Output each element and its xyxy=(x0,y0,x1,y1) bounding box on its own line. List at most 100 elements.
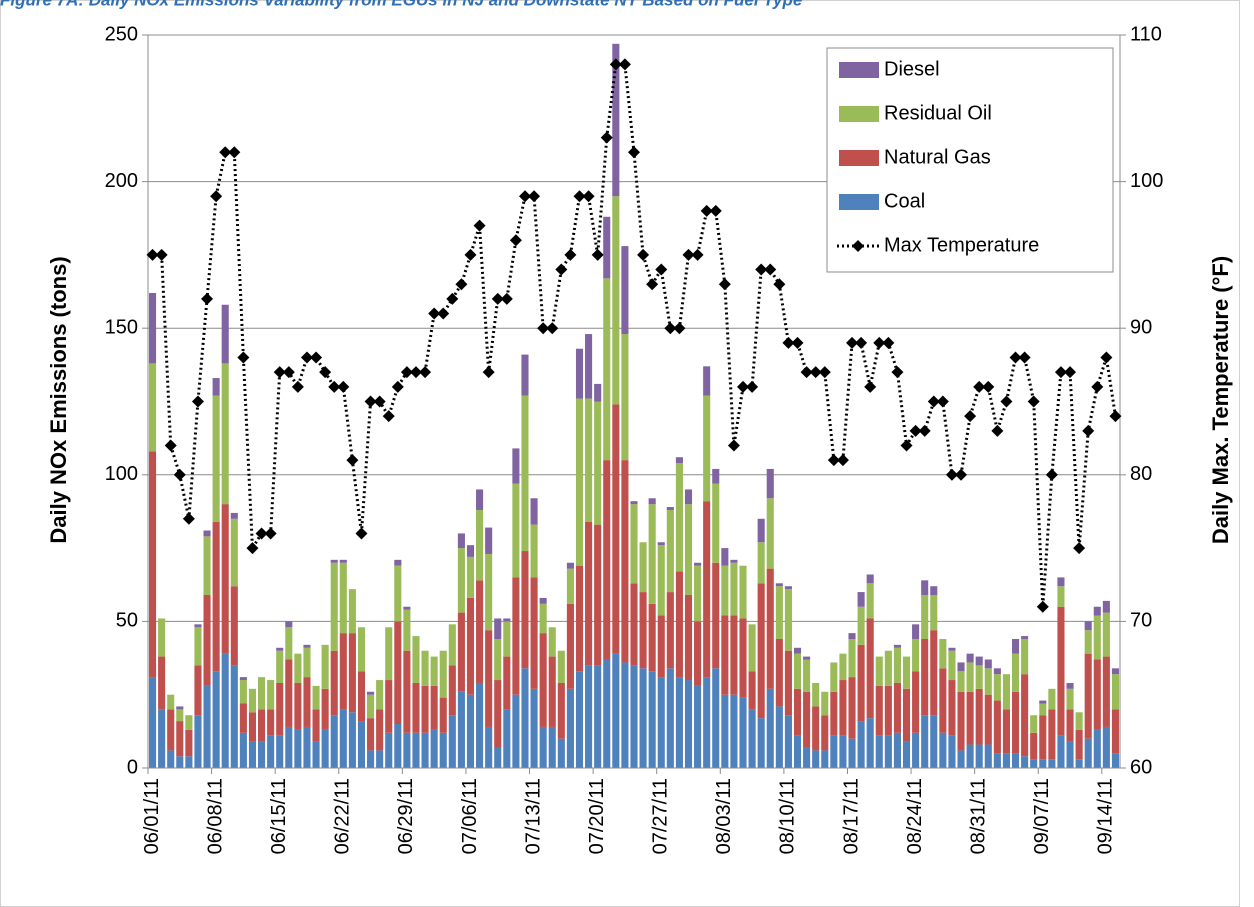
y2-tick-label: 70 xyxy=(1130,610,1152,632)
bar-segment xyxy=(1093,615,1101,660)
line-marker xyxy=(764,263,777,276)
bar-segment xyxy=(957,671,965,692)
line-marker xyxy=(400,366,413,379)
y-tick-label: 0 xyxy=(127,756,138,778)
bar-segment xyxy=(466,694,475,768)
bar-segment xyxy=(248,741,257,768)
bar-segment xyxy=(503,618,511,622)
legend-label: Residual Oil xyxy=(884,102,992,124)
bar-segment xyxy=(485,726,493,768)
bar-segment xyxy=(684,595,693,681)
bar-segment xyxy=(212,378,220,396)
bar-segment xyxy=(821,691,829,716)
line-marker xyxy=(1091,380,1104,393)
line-marker xyxy=(982,380,995,393)
bar-segment xyxy=(803,656,811,660)
bar-segment xyxy=(258,741,266,768)
bar-segment xyxy=(948,680,956,736)
x-tick-label: 08/31/11 xyxy=(967,778,989,854)
bar-segment xyxy=(330,715,338,768)
line-marker xyxy=(709,204,722,217)
bar-segment xyxy=(748,671,756,710)
bar-segment xyxy=(775,706,783,768)
line-marker xyxy=(846,336,859,349)
legend-swatch xyxy=(839,62,879,78)
bar-segment xyxy=(367,691,375,695)
bar-segment xyxy=(557,738,565,768)
bar-segment xyxy=(303,647,311,678)
bar-segment xyxy=(957,662,965,672)
bar-segment xyxy=(494,680,502,748)
bar-segment xyxy=(784,715,792,768)
line-marker xyxy=(564,248,577,261)
bar-segment xyxy=(476,682,484,768)
bar-segment xyxy=(902,688,911,742)
bar-segment xyxy=(594,665,602,768)
bar-segment xyxy=(594,524,602,666)
bar-segment xyxy=(439,650,447,698)
bar-segment xyxy=(657,677,665,768)
line-marker xyxy=(164,439,177,452)
bar-segment xyxy=(739,618,747,698)
bar-segment xyxy=(585,334,593,399)
bar-segment xyxy=(857,592,865,607)
bar-segment xyxy=(267,735,275,768)
bar-segment xyxy=(830,662,838,692)
bar-segment xyxy=(730,562,738,616)
line-marker xyxy=(228,146,241,159)
bar-segment xyxy=(775,586,783,639)
bar-segment xyxy=(912,624,920,639)
bar-segment xyxy=(494,618,502,639)
x-tick-label: 06/22/11 xyxy=(332,778,354,854)
bar-segment xyxy=(766,498,774,569)
bar-segment xyxy=(148,677,157,768)
bar-segment xyxy=(394,565,402,622)
x-tick-label: 08/17/11 xyxy=(840,778,862,854)
bar-segment xyxy=(521,668,529,768)
bar-segment xyxy=(312,741,320,768)
bar-segment xyxy=(321,729,329,768)
bar-segment xyxy=(239,680,247,704)
bar-segment xyxy=(921,715,929,768)
bar-segment xyxy=(512,577,520,695)
bar-segment xyxy=(503,709,511,768)
x-tick-label: 07/13/11 xyxy=(522,778,544,854)
y-tick-label: 200 xyxy=(105,170,138,192)
bar-segment xyxy=(476,489,484,510)
bar-segment xyxy=(675,677,683,768)
line-marker xyxy=(855,336,868,349)
line-marker xyxy=(628,146,640,159)
bar-segment xyxy=(1066,741,1074,768)
bar-segment xyxy=(385,732,393,768)
bar-segment xyxy=(457,612,465,692)
bar-segment xyxy=(666,592,674,669)
bar-segment xyxy=(902,741,911,768)
bar-segment xyxy=(1039,703,1047,716)
bar-segment xyxy=(630,504,638,584)
bar-segment xyxy=(1011,638,1020,654)
bar-segment xyxy=(1102,612,1110,657)
bar-segment xyxy=(721,694,729,768)
line-marker xyxy=(255,527,268,540)
bar-segment xyxy=(993,674,1001,701)
bar-segment xyxy=(494,638,502,681)
line-marker xyxy=(1045,468,1058,481)
bar-segment xyxy=(1111,753,1120,768)
bar-segment xyxy=(167,709,175,751)
bar-segment xyxy=(1002,753,1010,768)
legend-swatch xyxy=(839,194,879,210)
bar-segment xyxy=(594,383,602,402)
bar-segment xyxy=(893,732,901,768)
line-marker xyxy=(1082,424,1095,437)
bar-segment xyxy=(248,688,257,713)
bar-segment xyxy=(575,565,584,672)
line-marker xyxy=(655,263,668,276)
line-marker xyxy=(945,468,958,481)
bar-segment xyxy=(639,668,647,768)
x-tick-label: 08/24/11 xyxy=(904,778,926,854)
bar-segment xyxy=(394,724,402,768)
bar-segment xyxy=(793,653,802,689)
bar-segment xyxy=(303,644,311,648)
line-marker xyxy=(355,527,368,540)
